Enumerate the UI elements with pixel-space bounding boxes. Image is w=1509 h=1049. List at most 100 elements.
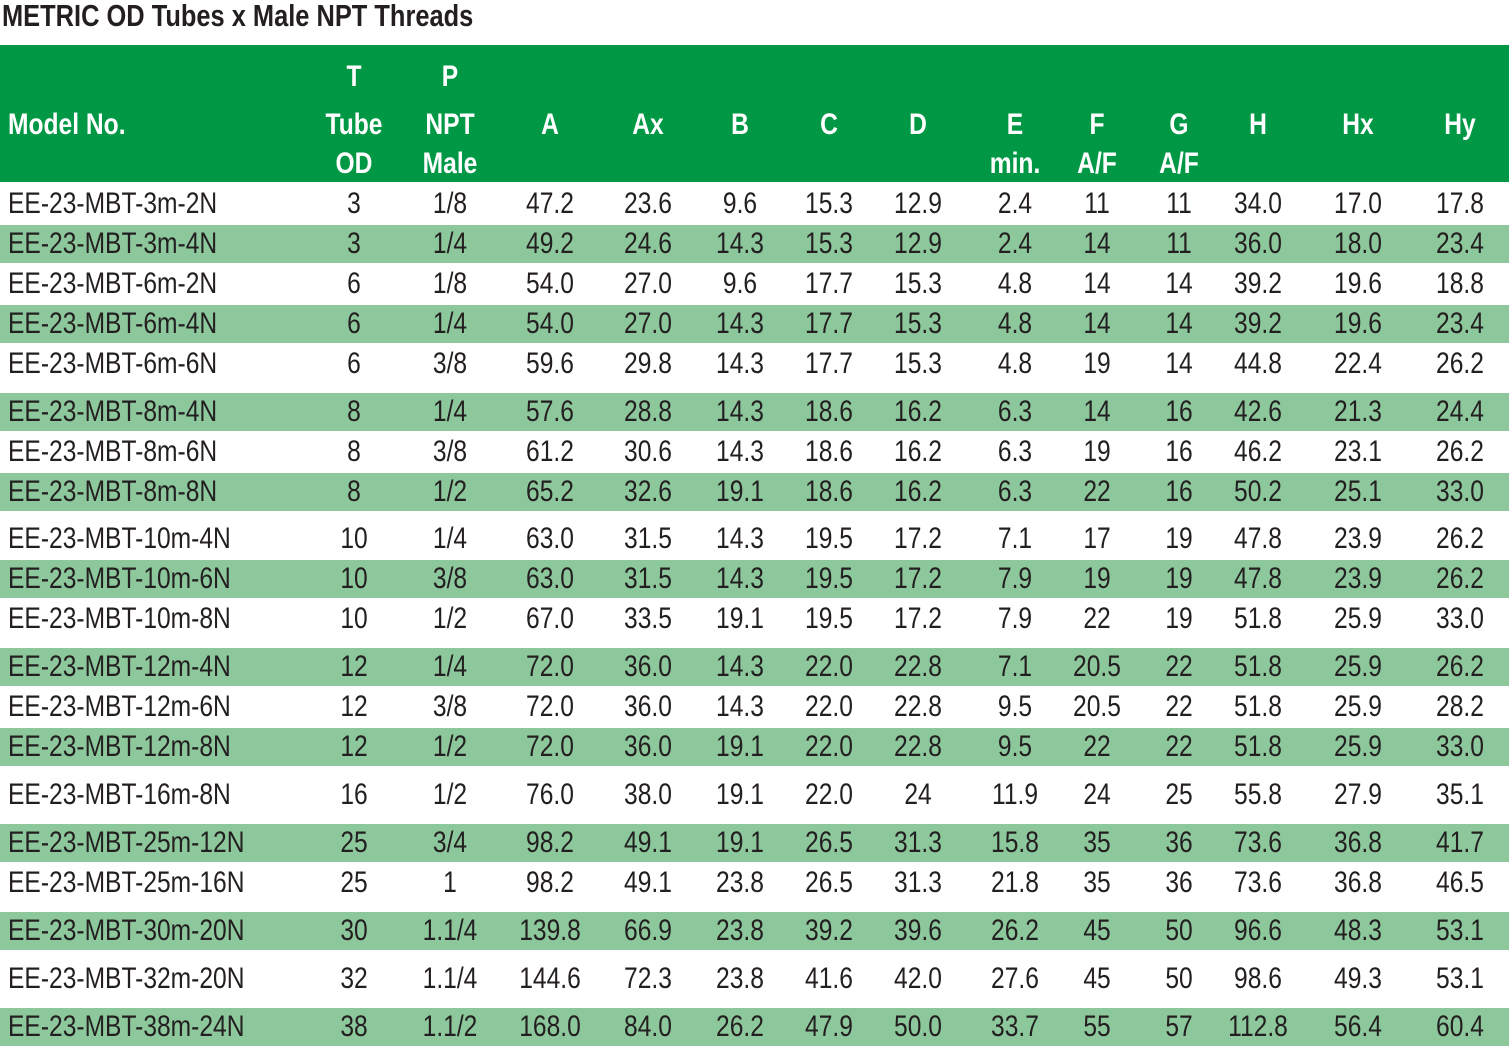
cell-h: 55.8 bbox=[1234, 778, 1282, 811]
cell-d: 31.3 bbox=[894, 866, 942, 899]
cell-p: 3/8 bbox=[432, 690, 468, 723]
cell-hy: 33.0 bbox=[1436, 730, 1484, 763]
column-header-d: D bbox=[909, 108, 927, 141]
cell-f: 45 bbox=[1083, 962, 1111, 995]
cell-b: 14.3 bbox=[716, 690, 764, 723]
cell-g: 19 bbox=[1165, 562, 1193, 595]
cell-a: 98.2 bbox=[526, 866, 574, 899]
cell-f: 14 bbox=[1083, 267, 1111, 300]
cell-g: 57 bbox=[1165, 1010, 1193, 1043]
cell-e: 26.2 bbox=[991, 914, 1039, 947]
column-header-p: NPT bbox=[425, 108, 475, 141]
cell-f: 35 bbox=[1083, 826, 1111, 859]
cell-d: 16.2 bbox=[894, 435, 942, 468]
cell-d: 31.3 bbox=[894, 826, 942, 859]
cell-h: 42.6 bbox=[1234, 395, 1282, 428]
cell-b: 14.3 bbox=[716, 227, 764, 260]
cell-f: 22 bbox=[1083, 730, 1111, 763]
cell-h: 36.0 bbox=[1234, 227, 1282, 260]
cell-hx: 25.9 bbox=[1334, 602, 1382, 635]
cell-f: 24 bbox=[1083, 778, 1111, 811]
cell-c: 26.5 bbox=[805, 866, 853, 899]
cell-p: 1/8 bbox=[432, 267, 468, 300]
column-header-t: OD bbox=[335, 147, 373, 180]
cell-h: 51.8 bbox=[1234, 730, 1282, 763]
cell-t: 38 bbox=[340, 1010, 368, 1043]
cell-p: 1/4 bbox=[432, 522, 468, 555]
cell-d: 12.9 bbox=[894, 187, 942, 220]
cell-e: 9.5 bbox=[997, 690, 1033, 723]
cell-t: 6 bbox=[347, 267, 361, 300]
cell-c: 41.6 bbox=[805, 962, 853, 995]
cell-e: 11.9 bbox=[991, 778, 1039, 811]
column-header-c: C bbox=[820, 108, 838, 141]
cell-hy: 60.4 bbox=[1436, 1010, 1484, 1043]
cell-b: 23.8 bbox=[716, 866, 764, 899]
cell-h: 73.6 bbox=[1234, 866, 1282, 899]
cell-a: 59.6 bbox=[526, 347, 574, 380]
cell-d: 42.0 bbox=[894, 962, 942, 995]
cell-p: 1.1/4 bbox=[422, 914, 478, 947]
cell-a: 72.0 bbox=[526, 690, 574, 723]
model-number-cell: EE-23-MBT-6m-4N bbox=[8, 307, 218, 340]
cell-g: 36 bbox=[1165, 826, 1193, 859]
cell-g: 50 bbox=[1165, 914, 1193, 947]
column-header-hy: Hy bbox=[1444, 108, 1476, 141]
cell-b: 9.6 bbox=[722, 267, 758, 300]
cell-a: 98.2 bbox=[526, 826, 574, 859]
cell-a: 139.8 bbox=[519, 914, 581, 947]
cell-g: 25 bbox=[1165, 778, 1193, 811]
model-number-cell: EE-23-MBT-8m-6N bbox=[8, 435, 218, 468]
cell-d: 12.9 bbox=[894, 227, 942, 260]
row-stripe bbox=[0, 393, 1509, 431]
cell-ax: 23.6 bbox=[624, 187, 672, 220]
row-stripe bbox=[0, 728, 1509, 766]
cell-g: 22 bbox=[1165, 730, 1193, 763]
cell-a: 76.0 bbox=[526, 778, 574, 811]
cell-f: 14 bbox=[1083, 307, 1111, 340]
cell-a: 54.0 bbox=[526, 307, 574, 340]
cell-h: 47.8 bbox=[1234, 522, 1282, 555]
cell-hy: 18.8 bbox=[1436, 267, 1484, 300]
cell-hy: 33.0 bbox=[1436, 475, 1484, 508]
cell-a: 63.0 bbox=[526, 522, 574, 555]
cell-b: 19.1 bbox=[716, 730, 764, 763]
column-header-e: E bbox=[1006, 108, 1024, 141]
cell-e: 7.1 bbox=[997, 522, 1033, 555]
cell-t: 16 bbox=[340, 778, 368, 811]
column-header-p: Male bbox=[422, 147, 478, 180]
cell-hx: 25.1 bbox=[1334, 475, 1382, 508]
cell-hy: 28.2 bbox=[1436, 690, 1484, 723]
cell-p: 1/2 bbox=[432, 730, 468, 763]
cell-g: 11 bbox=[1166, 227, 1192, 260]
cell-ax: 49.1 bbox=[624, 866, 672, 899]
cell-c: 22.0 bbox=[805, 650, 853, 683]
cell-ax: 27.0 bbox=[624, 307, 672, 340]
cell-p: 1.1/2 bbox=[422, 1010, 478, 1043]
cell-hx: 49.3 bbox=[1334, 962, 1382, 995]
cell-t: 12 bbox=[340, 650, 368, 683]
cell-hy: 26.2 bbox=[1436, 562, 1484, 595]
cell-a: 72.0 bbox=[526, 650, 574, 683]
cell-ax: 27.0 bbox=[624, 267, 672, 300]
cell-b: 14.3 bbox=[716, 307, 764, 340]
cell-g: 50 bbox=[1165, 962, 1193, 995]
cell-e: 2.4 bbox=[997, 187, 1033, 220]
cell-f: 14 bbox=[1083, 395, 1111, 428]
cell-p: 1/4 bbox=[432, 307, 468, 340]
cell-d: 39.6 bbox=[894, 914, 942, 947]
cell-t: 25 bbox=[340, 866, 368, 899]
cell-c: 17.7 bbox=[805, 267, 853, 300]
column-header-f: A/F bbox=[1077, 147, 1117, 180]
cell-hy: 35.1 bbox=[1436, 778, 1484, 811]
cell-t: 25 bbox=[340, 826, 368, 859]
cell-f: 19 bbox=[1083, 347, 1111, 380]
cell-g: 14 bbox=[1165, 267, 1193, 300]
cell-hx: 48.3 bbox=[1334, 914, 1382, 947]
cell-hx: 18.0 bbox=[1334, 227, 1382, 260]
cell-hx: 23.9 bbox=[1334, 522, 1382, 555]
cell-e: 2.4 bbox=[997, 227, 1033, 260]
column-header-model: Model No. bbox=[8, 108, 126, 141]
model-number-cell: EE-23-MBT-6m-6N bbox=[8, 347, 218, 380]
cell-c: 17.7 bbox=[805, 307, 853, 340]
